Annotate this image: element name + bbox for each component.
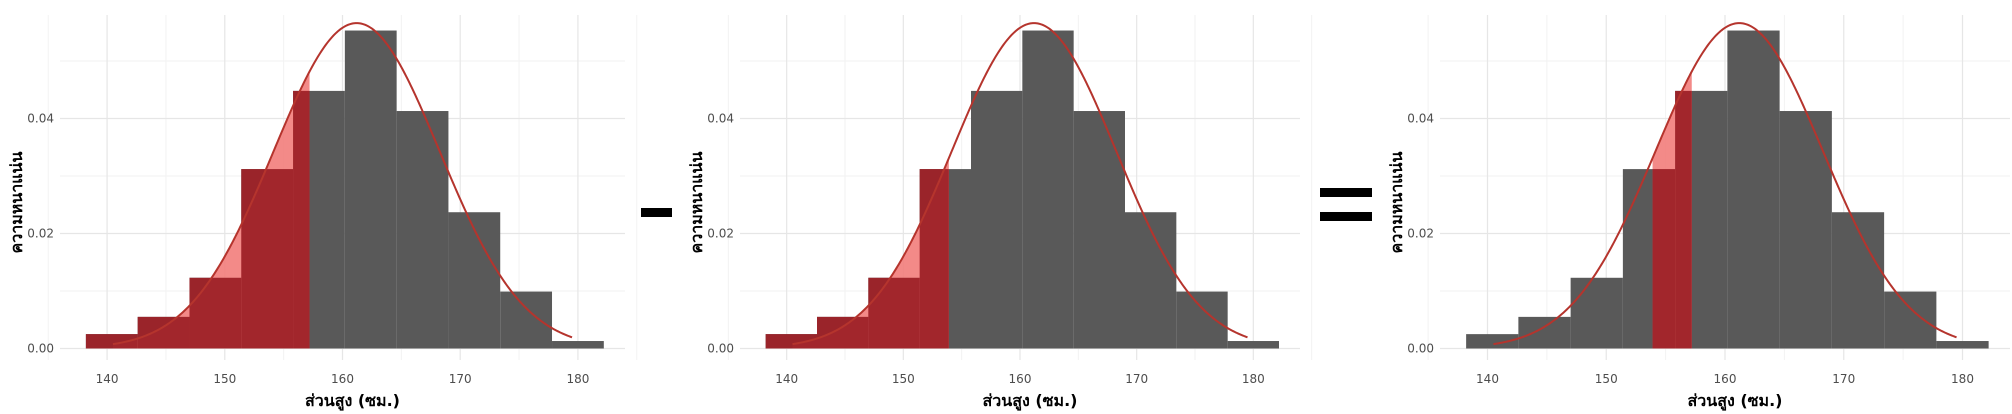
histogram-bar: [396, 111, 449, 349]
shaded-bar: [241, 169, 294, 349]
equals-bar-bottom: [1320, 212, 1372, 221]
histogram-bar: [552, 341, 604, 349]
histogram-panel-2: 140 150 160 170 180 0.00 0.02 0.04 ส่วนสูง (ซม.)…: [680, 0, 1313, 414]
x-axis-title: ส่วนสูง (ซม.): [305, 391, 400, 412]
histogram-bar: [500, 291, 553, 349]
y-axis-title: ความหนาแน่น: [1387, 152, 1406, 254]
histogram-bars: [85, 30, 604, 349]
histogram-panel-3: 140 150 160 170 180 0.00 0.02 0.04 ส่วนสูง (ซม.)…: [1380, 0, 2012, 414]
histogram-bar: [1227, 341, 1279, 349]
y-tick-label: 0.02: [707, 227, 734, 241]
y-tick-label: 0.00: [1407, 342, 1434, 356]
y-tick-label: 0.00: [707, 342, 734, 356]
x-tick-label: 180: [1242, 372, 1265, 386]
x-axis-title: ส่วนสูง (ซม.): [1688, 391, 1783, 412]
shaded-bar: [189, 277, 242, 349]
shaded-bar: [868, 277, 920, 349]
shaded-area: [85, 71, 310, 349]
shaded-bar: [817, 316, 869, 349]
x-tick-label: 170: [1125, 372, 1148, 386]
x-tick-labels: 140 150 160 170 180: [775, 372, 1265, 386]
x-tick-label: 160: [331, 372, 354, 386]
equals-operator: [1320, 188, 1372, 221]
histogram-bar: [1570, 277, 1623, 349]
y-tick-label: 0.04: [1407, 112, 1434, 126]
shaded-bar: [293, 90, 310, 349]
histogram-bar: [971, 90, 1023, 349]
x-tick-label: 140: [96, 372, 119, 386]
x-tick-label: 170: [1832, 372, 1855, 386]
x-tick-label: 150: [1595, 372, 1618, 386]
histogram-bars: [1466, 30, 1989, 349]
y-tick-label: 0.04: [707, 112, 734, 126]
histogram-bar: [344, 30, 397, 349]
y-axis-title: ความหนาแน่น: [687, 152, 706, 254]
y-tick-label: 0.02: [27, 227, 54, 241]
histogram-bar: [1884, 291, 1937, 349]
x-tick-labels: 140 150 160 170 180: [1476, 372, 1974, 386]
x-tick-label: 170: [449, 372, 472, 386]
minus-bar: [641, 208, 672, 217]
normal-density-curve: [1493, 22, 1957, 346]
x-tick-label: 180: [1951, 372, 1974, 386]
histogram-bar: [1466, 334, 1519, 349]
shaded-area: [1652, 71, 1692, 349]
normal-density-curve: [792, 22, 1248, 346]
y-tick-labels: 0.00 0.02 0.04: [707, 112, 734, 356]
x-tick-labels: 140 150 160 170 180: [96, 372, 590, 386]
x-axis-title: ส่วนสูง (ซม.): [983, 391, 1078, 412]
shaded-bar: [919, 169, 949, 349]
x-tick-label: 150: [892, 372, 915, 386]
minus-operator: [641, 208, 672, 217]
y-tick-labels: 0.00 0.02 0.04: [27, 112, 54, 356]
histogram-panel-1: 140 150 160 170 180 0.00 0.02 0.04 ส่วนสูง (ซม.)…: [0, 0, 638, 414]
histogram-bar: [1727, 30, 1780, 349]
histogram-bar: [1176, 291, 1228, 349]
histogram-bars: [765, 30, 1279, 349]
shaded-bar: [137, 316, 190, 349]
shaded-bar: [1652, 169, 1676, 349]
histogram-bar: [1125, 212, 1177, 349]
shaded-bar: [85, 334, 138, 349]
x-tick-label: 140: [1476, 372, 1499, 386]
y-tick-label: 0.00: [27, 342, 54, 356]
y-tick-labels: 0.00 0.02 0.04: [1407, 112, 1434, 356]
histogram-chart-1: 140 150 160 170 180 0.00 0.02 0.04 ส่วนสูง (ซม.)…: [7, 15, 638, 412]
histogram-chart-3: 140 150 160 170 180 0.00 0.02 0.04 ส่วนสูง (ซม.)…: [1387, 15, 2010, 412]
histogram-bar: [1831, 212, 1885, 349]
x-tick-label: 150: [213, 372, 236, 386]
x-tick-label: 160: [1714, 372, 1737, 386]
histogram-chart-2: 140 150 160 170 180 0.00 0.02 0.04 ส่วนสูง (ซม.)…: [687, 15, 1313, 412]
x-tick-label: 140: [775, 372, 798, 386]
histogram-bar: [1022, 30, 1074, 349]
histogram-bar: [1518, 316, 1571, 349]
y-axis-title: ความหนาแน่น: [7, 152, 26, 254]
y-tick-label: 0.02: [1407, 227, 1434, 241]
histogram-bar: [1779, 111, 1832, 349]
shaded-bar: [765, 334, 817, 349]
equals-bar-top: [1320, 188, 1372, 197]
histogram-bar: [448, 212, 501, 349]
histogram-bar: [1936, 341, 1989, 349]
normal-density-curve: [112, 22, 573, 346]
y-tick-label: 0.04: [27, 112, 54, 126]
x-tick-label: 160: [1009, 372, 1032, 386]
shaded-bar: [1675, 90, 1692, 349]
histogram-bar: [1073, 111, 1125, 349]
x-tick-label: 180: [566, 372, 589, 386]
shaded-area: [765, 158, 949, 349]
